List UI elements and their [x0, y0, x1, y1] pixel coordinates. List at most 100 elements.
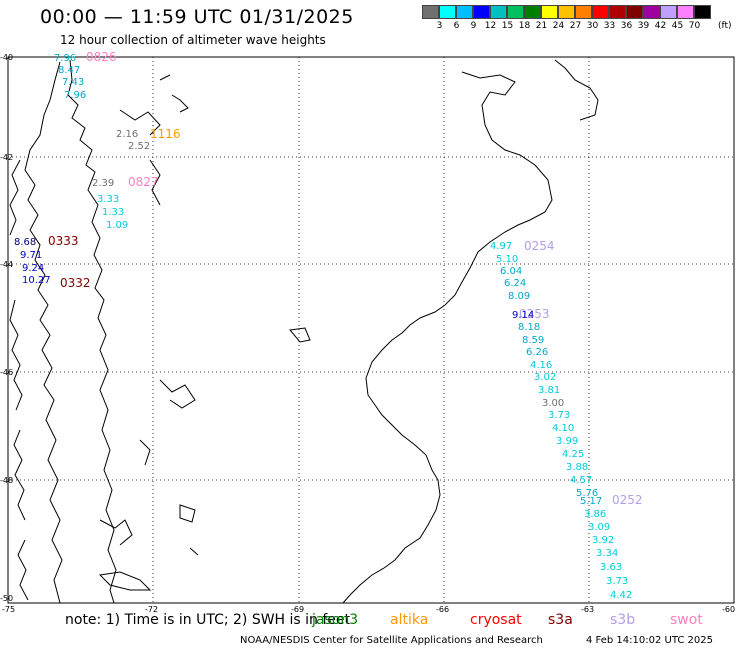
credit-line: NOAA/NESDIS Center for Satellite Applica…	[240, 635, 543, 646]
pass-id-label: 0254	[524, 239, 555, 253]
swh-value: 8.68	[14, 237, 36, 248]
swh-value: 7.96	[64, 90, 86, 101]
legend-label: 45	[671, 21, 684, 31]
pass-id-label: 0826	[86, 50, 117, 64]
generated-timestamp: 4 Feb 14:10:02 UTC 2025	[586, 635, 713, 646]
legend-label: 18	[518, 21, 531, 31]
swh-value: 4.42	[610, 590, 632, 601]
swh-value: 3.81	[538, 385, 560, 396]
pass-id-label: 0252	[612, 493, 643, 507]
swh-value: 4.57	[570, 475, 592, 486]
swh-value: 3.73	[548, 410, 570, 421]
swh-value: 8.09	[508, 291, 530, 302]
page-title: 00:00 — 11:59 UTC 01/31/2025	[40, 6, 354, 28]
legend-swatch	[694, 5, 711, 19]
swh-value: 3.99	[556, 436, 578, 447]
lat-label: -50	[0, 594, 13, 603]
swh-value: 3.34	[596, 548, 618, 559]
legend-label: 3	[436, 21, 443, 31]
footer-note: note: 1) Time is in UTC; 2) SWH is in fe…	[65, 612, 351, 628]
lon-axis: -75 -72 -69 -66 -63 -60	[2, 605, 735, 614]
legend-swatch	[643, 5, 660, 19]
legend-label: 21	[535, 21, 548, 31]
legend-label: 70	[688, 21, 701, 31]
swh-value: 2.52	[128, 141, 150, 152]
color-legend	[422, 5, 711, 19]
pass-id-label: 0333	[48, 234, 79, 248]
satellite-jason3: jason3	[312, 612, 359, 628]
legend-swatch	[507, 5, 524, 19]
swh-value: 8.47	[58, 65, 80, 76]
legend-swatch	[490, 5, 507, 19]
lon-label: -75	[2, 605, 15, 614]
lon-label: -60	[722, 605, 735, 614]
legend-swatch	[439, 5, 456, 19]
pass-id-label: 0253	[519, 307, 550, 321]
swh-value: 9.71	[20, 250, 42, 261]
legend-label: 39	[637, 21, 650, 31]
legend-label: 27	[569, 21, 582, 31]
legend-swatch	[575, 5, 592, 19]
legend-swatch	[422, 5, 439, 19]
swh-value: 7.96	[54, 53, 76, 64]
lat-label: -46	[0, 368, 13, 377]
legend-label: 12	[484, 21, 497, 31]
lat-label: -42	[0, 153, 13, 162]
swh-value: 7.43	[62, 77, 84, 88]
graticule	[8, 57, 734, 603]
legend-label: 36	[620, 21, 633, 31]
swh-value: 5.10	[496, 254, 518, 265]
legend-label: 15	[501, 21, 514, 31]
legend-label: 30	[586, 21, 599, 31]
satellite-s3b: s3b	[610, 612, 636, 628]
swh-value: 2.39	[92, 178, 114, 189]
lon-label: -63	[581, 605, 594, 614]
legend-swatch	[524, 5, 541, 19]
color-legend-labels: 3 6 9 12 15 18 21 24 27 30 33 36 39 42 45 70	[422, 21, 703, 31]
lat-label: -40	[0, 53, 13, 62]
swh-value: 10.27	[22, 275, 51, 286]
swh-value: 3.33	[97, 194, 119, 205]
legend-swatch	[541, 5, 558, 19]
swh-value: 3.63	[600, 562, 622, 573]
lon-label: -69	[291, 605, 304, 614]
swh-value: 4.16	[530, 360, 552, 371]
legend-label: 24	[552, 21, 565, 31]
swh-value: 4.10	[552, 423, 574, 434]
swh-value: 1.33	[102, 207, 124, 218]
legend-swatch	[609, 5, 626, 19]
pass-id-label: 0332	[60, 276, 91, 290]
lon-label: -66	[436, 605, 449, 614]
swh-value: 5.17	[580, 496, 602, 507]
swh-value: 3.00	[542, 398, 564, 409]
swh-value: 3.09	[588, 522, 610, 533]
legend-swatch	[558, 5, 575, 19]
swh-value: 4.25	[562, 449, 584, 460]
legend-swatch	[592, 5, 609, 19]
coastline-chile	[9, 59, 199, 604]
page-subtitle: 12 hour collection of altimeter wave hei…	[60, 33, 326, 47]
swh-value: 3.88	[566, 462, 588, 473]
swh-value: 3.92	[592, 535, 614, 546]
swh-value: 9.24	[22, 263, 44, 274]
swh-value: 6.26	[526, 347, 548, 358]
pass-id-label: 0827	[128, 175, 159, 189]
satellite-s3a: s3a	[548, 612, 573, 628]
coastline-argentina	[289, 59, 599, 604]
legend-swatch	[456, 5, 473, 19]
legend-swatch	[473, 5, 490, 19]
lat-axis: -40 -42 -44 -46 -48 -50	[0, 53, 13, 603]
swh-value: 6.24	[504, 278, 526, 289]
legend-swatch	[626, 5, 643, 19]
satellite-swot: swot	[670, 612, 703, 628]
legend-label: 42	[654, 21, 667, 31]
swh-value: 1.09	[106, 220, 128, 231]
legend-unit: (ft)	[718, 21, 732, 31]
pass-id-label: 1116	[150, 127, 181, 141]
legend-swatch	[677, 5, 694, 19]
lat-label: -48	[0, 476, 13, 485]
swh-value: 3.86	[584, 509, 606, 520]
swh-value: 2.16	[116, 129, 138, 140]
